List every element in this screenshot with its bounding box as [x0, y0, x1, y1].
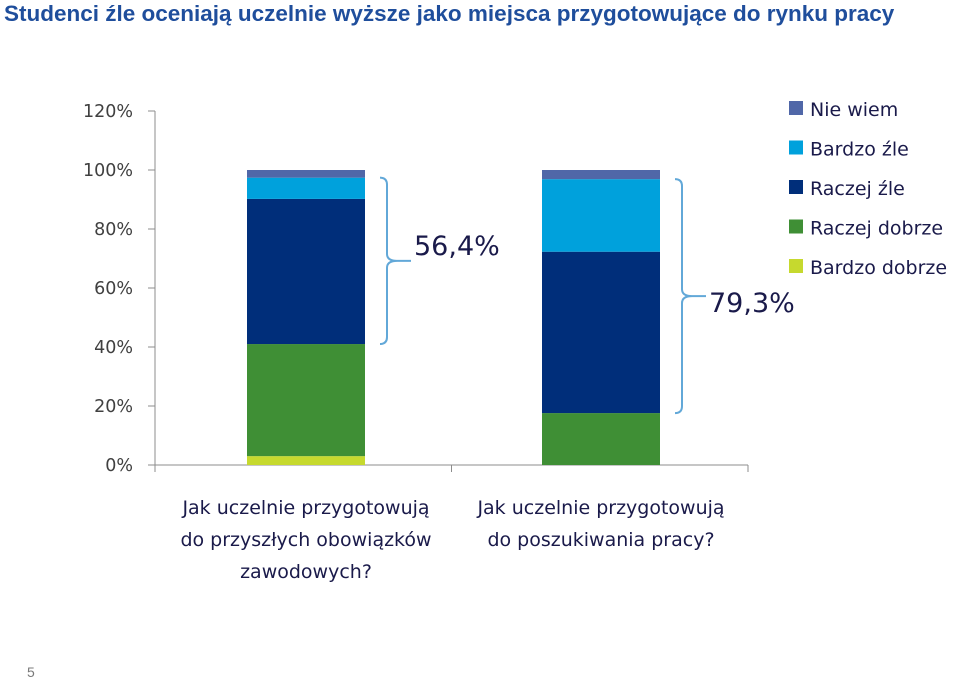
legend-swatch [789, 101, 803, 115]
bar-segment [542, 251, 660, 414]
legend-swatch [789, 259, 803, 273]
page-number: 5 [27, 664, 35, 680]
annotation-bracket [379, 176, 398, 346]
category-label: Jak uczelnie przygotowują [181, 497, 429, 519]
bar-segment [247, 344, 365, 457]
category-label: Jak uczelnie przygotowują [476, 497, 724, 519]
bar-segment [542, 413, 660, 465]
y-axis: 0% 20% 40% 60% 80% 100% 120% [83, 102, 156, 476]
annotation-bracket [674, 178, 693, 415]
legend-label: Raczej dobrze [810, 218, 943, 240]
y-tick-label: 40% [94, 338, 133, 358]
legend: Nie wiem Bardzo źle Raczej źle Raczej dobrz… [789, 99, 947, 279]
bar-segment [247, 177, 365, 199]
bar-segment [542, 179, 660, 252]
legend-swatch [789, 140, 803, 155]
category-label: zawodowych? [240, 561, 372, 583]
y-tick-label: 100% [83, 161, 133, 181]
slide-title: Studenci źle oceniają uczelnie wyższe ja… [4, 1, 895, 26]
y-tick-label: 120% [83, 102, 133, 122]
category-labels: Jak uczelnie przygotowują do przyszłych o… [180, 497, 724, 583]
legend-label: Bardzo dobrze [810, 257, 947, 279]
bar-segment [247, 456, 365, 465]
bar-segment [247, 170, 365, 178]
y-tick-label: 80% [94, 220, 133, 240]
category-label: do poszukiwania pracy? [487, 529, 714, 551]
bars [247, 170, 660, 465]
legend-swatch [789, 219, 803, 234]
y-tick-label: 20% [94, 397, 133, 417]
legend-swatch [789, 180, 803, 194]
y-tick-label: 60% [94, 279, 133, 299]
category-label: do przyszłych obowiązków [180, 529, 431, 551]
y-tick-label: 0% [105, 456, 133, 476]
legend-label: Nie wiem [810, 99, 898, 121]
annotations: 56,4% 79,3% [379, 176, 795, 415]
legend-label: Bardzo źle [810, 139, 909, 161]
bar-segment [542, 170, 660, 180]
annotation-label: 56,4% [414, 231, 500, 262]
annotation-label: 79,3% [709, 288, 795, 319]
bar-segment [247, 198, 365, 345]
x-axis [154, 464, 749, 472]
legend-label: Raczej źle [810, 178, 905, 200]
